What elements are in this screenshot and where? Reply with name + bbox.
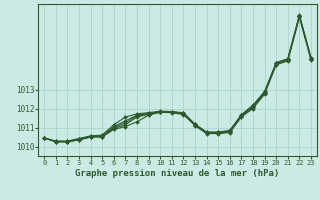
X-axis label: Graphe pression niveau de la mer (hPa): Graphe pression niveau de la mer (hPa)	[76, 169, 280, 178]
